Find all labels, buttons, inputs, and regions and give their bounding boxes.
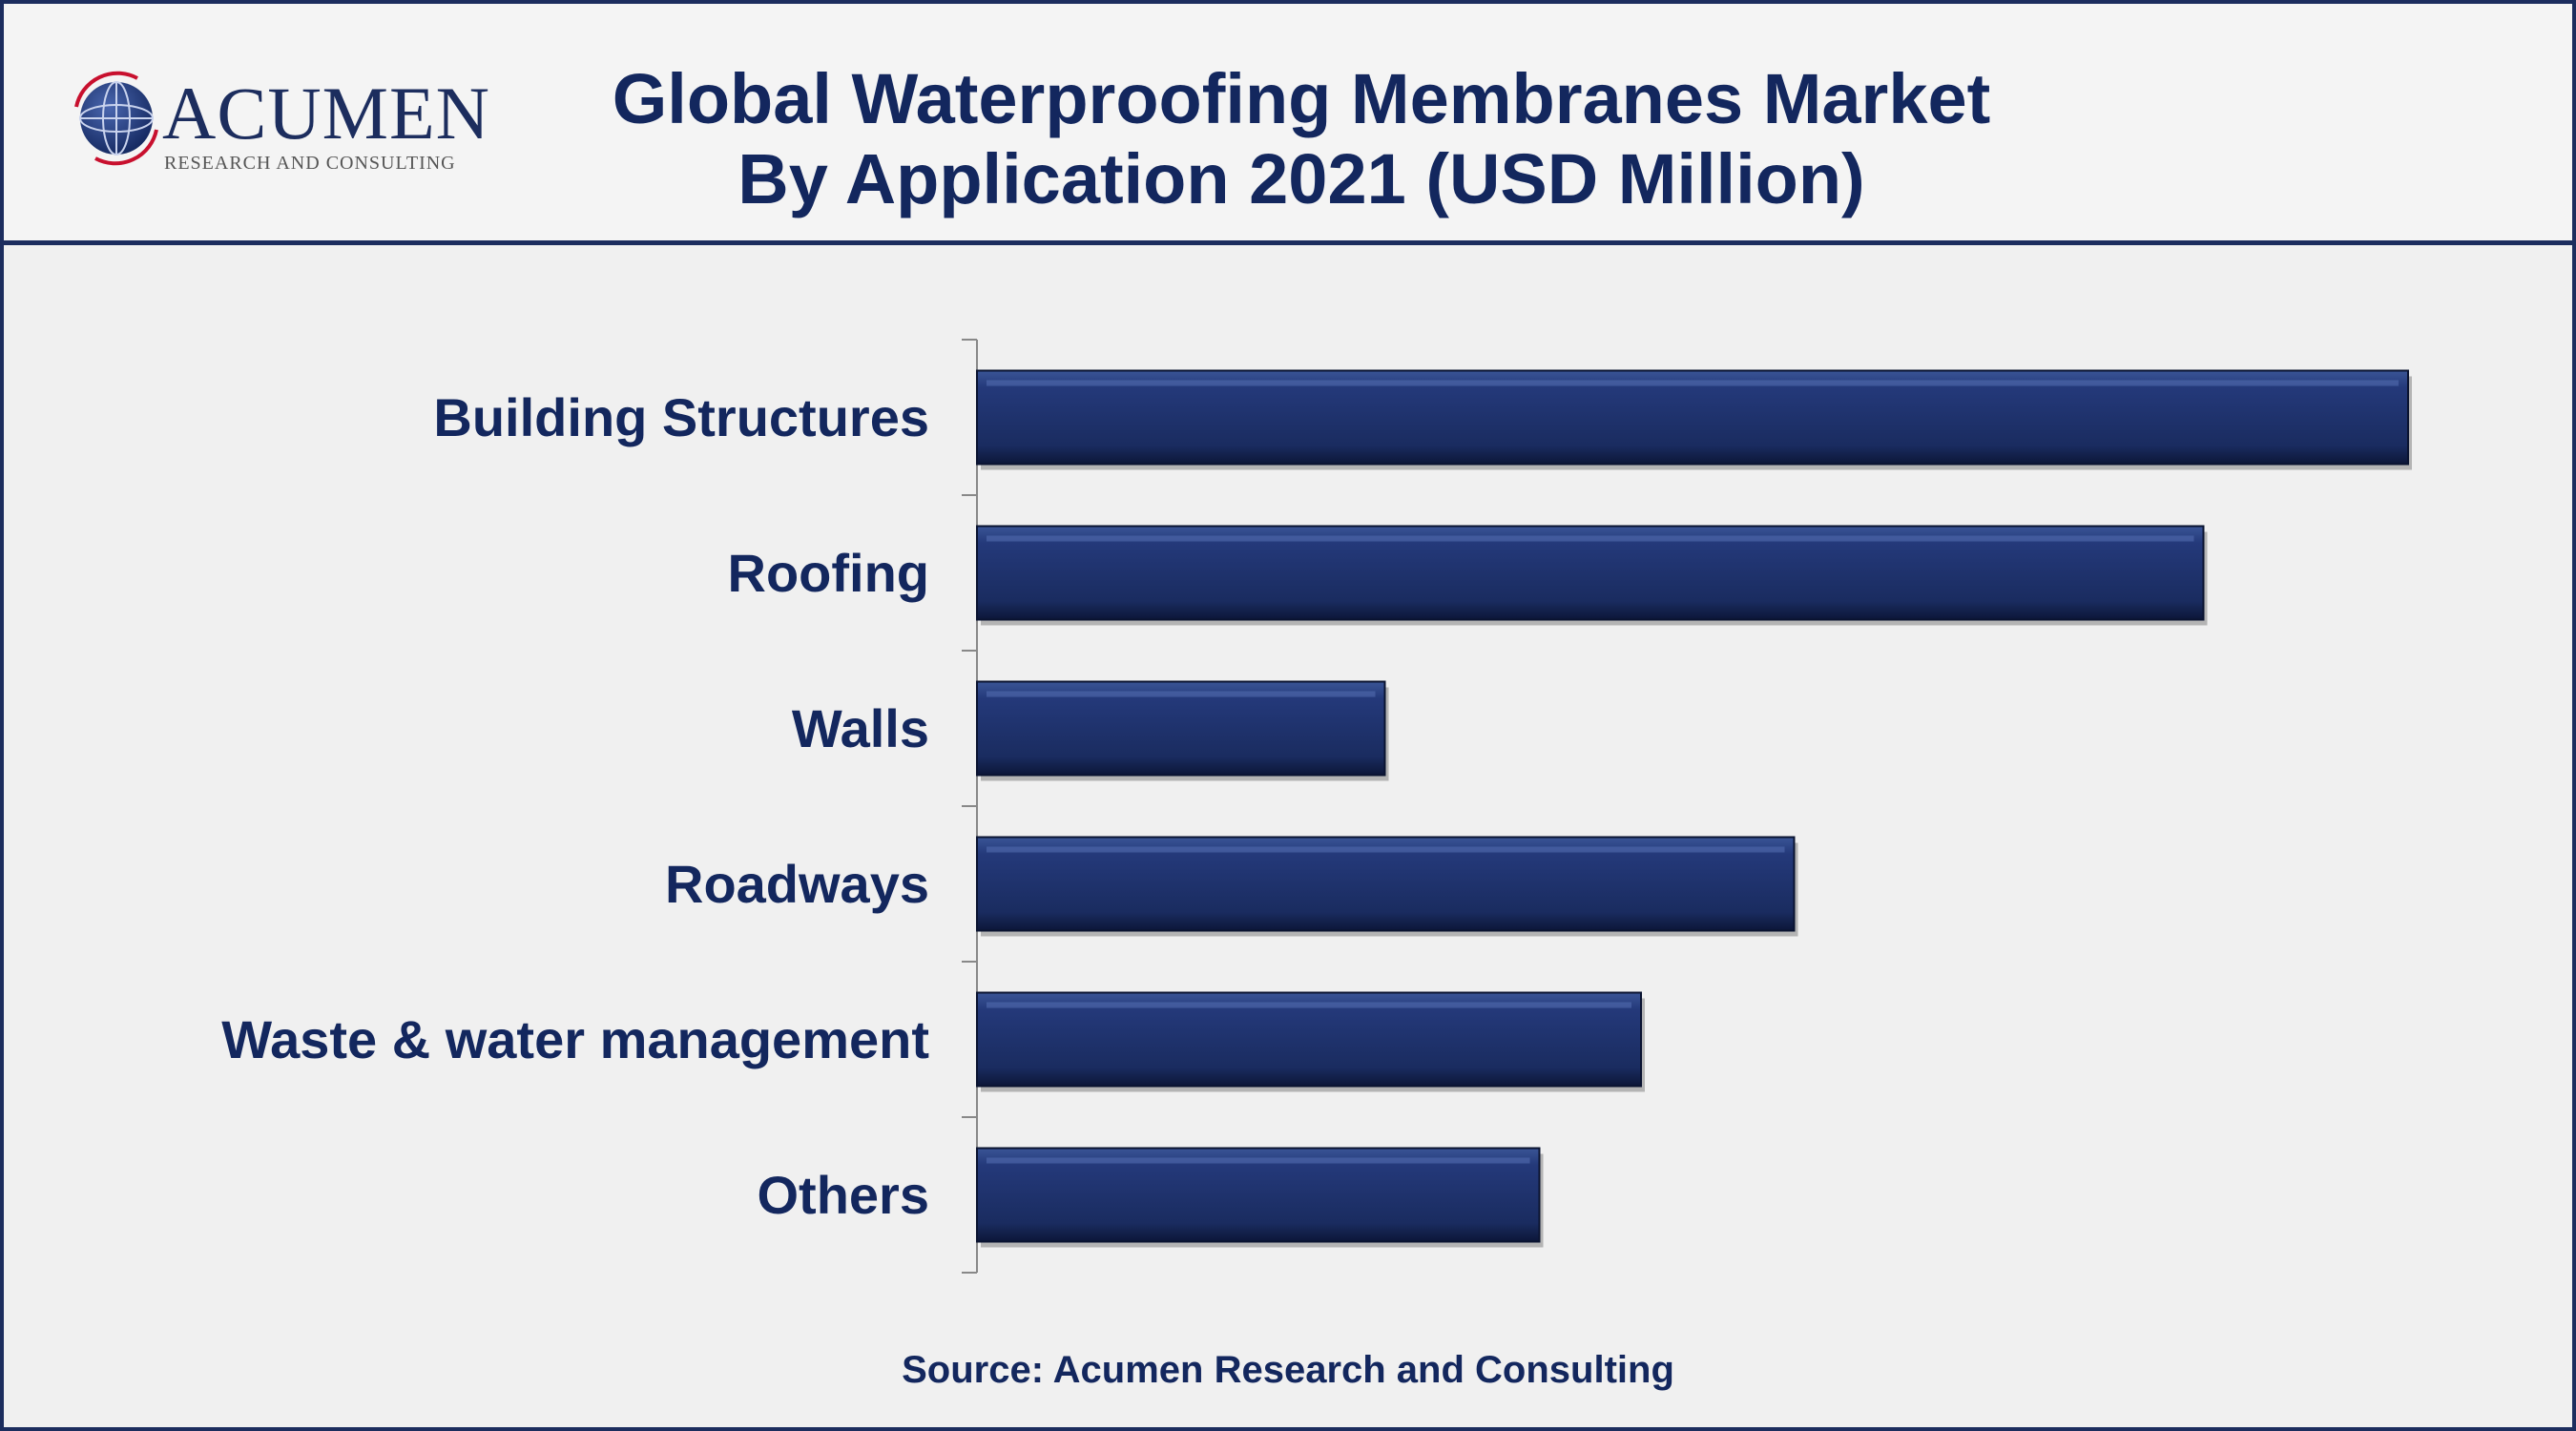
bar	[976, 369, 2412, 470]
bar-highlight	[987, 380, 2399, 386]
category-label: Waste & water management	[221, 1009, 929, 1069]
bar-rect	[976, 1147, 1541, 1243]
chart-title-line-1: Global Waterproofing Membranes Market	[612, 59, 1991, 138]
axis	[962, 339, 978, 1274]
bar-rect	[976, 680, 1386, 777]
bar-rect	[976, 525, 2205, 621]
category-label: Others	[758, 1165, 930, 1225]
bar	[976, 680, 1389, 781]
bar-rect	[976, 836, 1796, 932]
bar-highlight	[987, 846, 1785, 853]
logo-tagline: RESEARCH AND CONSULTING	[164, 153, 456, 174]
category-label: Roadways	[665, 854, 929, 914]
category-label: Building Structures	[433, 387, 929, 447]
bar-rect	[976, 991, 1642, 1088]
bar-highlight	[987, 1157, 1530, 1164]
bar-highlight	[987, 1002, 1631, 1008]
category-labels: Building Structures Roofing Walls Roadways W…	[221, 387, 929, 1225]
source-note: Source: Acumen Research and Consulting	[902, 1349, 1674, 1391]
bar	[976, 836, 1798, 937]
bar	[976, 1147, 1544, 1248]
bar	[976, 525, 2208, 626]
category-label: Roofing	[728, 543, 929, 603]
bar-highlight	[987, 691, 1376, 697]
bar-highlight	[987, 535, 2194, 542]
header: ACUMEN RESEARCH AND CONSULTING Global Wa…	[4, 4, 2572, 245]
chart-title-line-2: By Application 2021 (USD Million)	[737, 139, 1865, 218]
logo: ACUMEN RESEARCH AND CONSULTING	[71, 69, 489, 183]
bar	[976, 991, 1645, 1092]
globe-icon	[74, 71, 158, 166]
chart-title: Global Waterproofing Membranes Market By…	[481, 59, 2122, 219]
bar-rect	[976, 369, 2409, 466]
bar-chart: Building Structures Roofing Walls Roadways W…	[221, 339, 2412, 1274]
bar-layer	[976, 369, 2412, 1248]
logo-name: ACUMEN	[162, 72, 491, 155]
category-label: Walls	[792, 698, 929, 758]
